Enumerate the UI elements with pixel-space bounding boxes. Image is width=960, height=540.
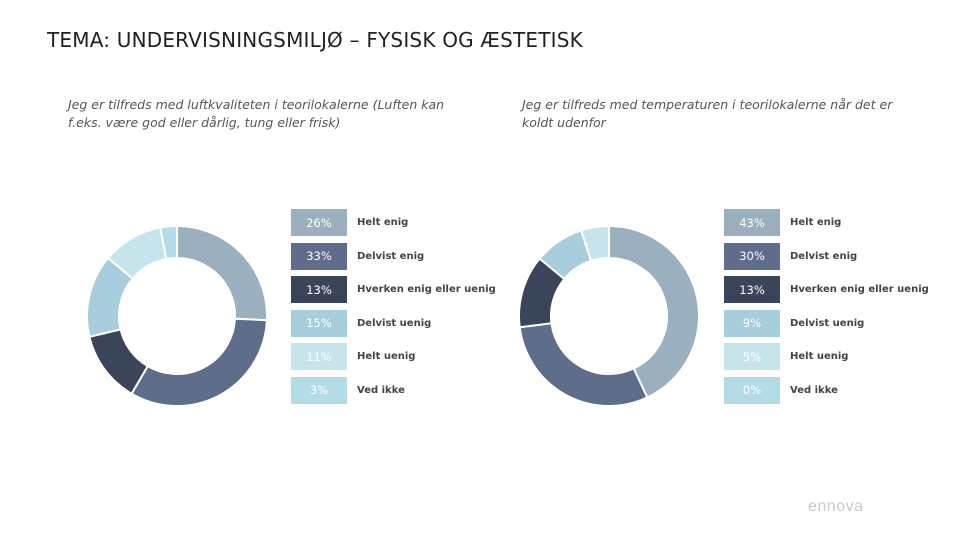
legend-value-badge: 5% <box>724 343 780 370</box>
legend-label: Helt uenig <box>790 351 849 362</box>
legend-label: Hverken enig eller uenig <box>357 284 496 295</box>
legend-value-badge: 13% <box>724 276 780 303</box>
chart-title-right: Jeg er tilfreds med temperaturen i teori… <box>522 97 893 130</box>
legend-value-badge: 9% <box>724 309 780 337</box>
legend-item: 26% Helt enig <box>291 209 531 236</box>
legend-item: 0% Ved ikke <box>724 376 960 404</box>
page-title: TEMA: UNDERVISNINGSMILJØ – FYSISK OG ÆST… <box>47 28 583 52</box>
donut-chart-right <box>518 224 700 407</box>
legend-item: 15% Delvist uenig <box>291 309 531 337</box>
legend-value-badge: 30% <box>724 242 780 270</box>
chart-title-left: Jeg er tilfreds med luftkvaliteten i teo… <box>68 97 445 130</box>
legend-item: 9% Delvist uenig <box>724 309 960 337</box>
donut-slice-1 <box>176 224 268 322</box>
legend-item: 13% Hverken enig eller uenig <box>724 276 960 303</box>
donut-slice-2 <box>518 322 649 407</box>
legend-left: 26% Helt enig 33% Delvist enig 13% Hverken en… <box>291 209 531 410</box>
legend-label: Delvist uenig <box>790 317 865 329</box>
donut-slice-2 <box>130 317 268 407</box>
legend-label: Ved ikke <box>357 384 405 396</box>
brand-logo: ennova <box>808 498 864 515</box>
donut-chart-left <box>86 224 268 407</box>
legend-value-badge: 15% <box>291 309 347 337</box>
legend-item: 30% Delvist enig <box>724 242 960 270</box>
legend-label: Helt enig <box>357 217 409 228</box>
legend-value-badge: 3% <box>291 376 347 404</box>
legend-right: 43% Helt enig 30% Delvist enig 13% Hverken en… <box>724 209 960 410</box>
legend-item: 43% Helt enig <box>724 209 960 236</box>
legend-value-badge: 26% <box>291 209 347 236</box>
legend-label: Ved ikke <box>790 384 838 396</box>
legend-value-badge: 11% <box>291 343 347 370</box>
legend-item: 3% Ved ikke <box>291 376 531 404</box>
legend-label: Delvist uenig <box>357 317 432 329</box>
legend-label: Delvist enig <box>790 250 858 262</box>
donut-slice-6 <box>159 224 178 261</box>
legend-item: 5% Helt uenig <box>724 343 960 370</box>
legend-item: 13% Hverken enig eller uenig <box>291 276 531 303</box>
legend-label: Hverken enig eller uenig <box>790 284 929 295</box>
legend-item: 11% Helt uenig <box>291 343 531 370</box>
legend-label: Helt enig <box>790 217 842 228</box>
legend-label: Helt uenig <box>357 351 416 362</box>
legend-label: Delvist enig <box>357 250 425 262</box>
legend-value-badge: 0% <box>724 376 780 404</box>
legend-value-badge: 33% <box>291 242 347 270</box>
donut-slice-5 <box>579 224 610 263</box>
legend-item: 33% Delvist enig <box>291 242 531 270</box>
legend-value-badge: 13% <box>291 276 347 303</box>
donut-slice-1 <box>608 224 700 399</box>
legend-value-badge: 43% <box>724 209 780 236</box>
